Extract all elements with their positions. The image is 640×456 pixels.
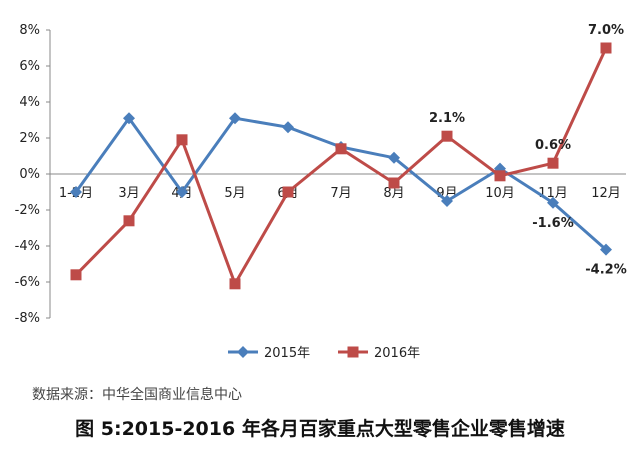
data-label: 2.1% [429,111,465,126]
data-point [441,130,453,142]
legend-marker [237,346,249,358]
legend: 2015年 2016年 [228,346,420,361]
legend-marker [347,346,359,358]
legend-label: 2015年 [264,346,310,361]
y-tick-label: 4% [19,95,40,110]
data-point [282,186,294,198]
data-label: -1.6% [532,216,573,231]
data-point [229,112,241,125]
data-point [176,134,188,146]
data-point [123,112,135,125]
series-line-2 [74,47,608,286]
data-point [494,170,506,182]
x-tick-label: 12月 [591,186,621,201]
y-tick-label: 2% [19,131,40,146]
data-point [335,143,347,155]
data-label: 7.0% [588,23,624,38]
y-axis: 8% 6% 4% 2% 0% -2% -4% -6% -8% [15,23,51,326]
data-point [229,278,241,290]
x-axis: 1-2月3月4月5月6月7月8月9月10月11月12月 [50,173,626,201]
line-chart: 8%6%4%2%0%-2%-4%-6%-8% 1-2月3月4月5月6月7月8月9… [15,23,627,361]
y-tick-label: -8% [15,311,40,326]
y-tick-label: -4% [15,239,40,254]
y-tick-label: 0% [19,167,40,182]
x-tick-label: 7月 [330,186,351,201]
x-tick-label: 10月 [485,186,515,201]
data-point [70,269,82,281]
data-point [388,151,400,164]
data-label: 0.6% [535,138,571,153]
data-point [282,121,294,134]
y-tick-label: -2% [15,203,40,218]
legend-label: 2016年 [374,346,420,361]
data-point [70,186,82,198]
y-tick-label: 6% [19,59,40,74]
data-point [600,42,612,54]
data-point [176,186,188,198]
data-source-note: 数据来源：中华全国商业信息中心 [32,387,242,403]
data-point [388,177,400,189]
series-lines [70,42,612,290]
data-point [547,196,559,209]
data-point [441,195,453,207]
data-labels: 2.1% 0.6% 7.0% -1.6% -4.2% [429,23,627,278]
data-label: -4.2% [585,263,626,278]
x-tick-label: 3月 [118,186,139,201]
data-point [600,243,612,256]
y-tick-label: 8% [19,23,40,38]
data-point [123,215,135,227]
figure-caption: 图 5:2015-2016 年各月百家重点大型零售企业零售增速 [75,418,565,440]
x-tick-label: 5月 [224,186,245,201]
x-tick-label: 8月 [383,186,404,201]
data-point [547,157,559,169]
series-line-1 [74,116,607,251]
y-tick-label: -6% [15,275,40,290]
